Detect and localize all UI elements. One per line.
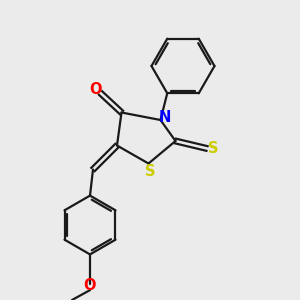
Text: S: S [208, 141, 218, 156]
Text: N: N [159, 110, 171, 125]
Text: O: O [84, 278, 96, 292]
Text: O: O [90, 82, 102, 98]
Text: S: S [145, 164, 155, 179]
